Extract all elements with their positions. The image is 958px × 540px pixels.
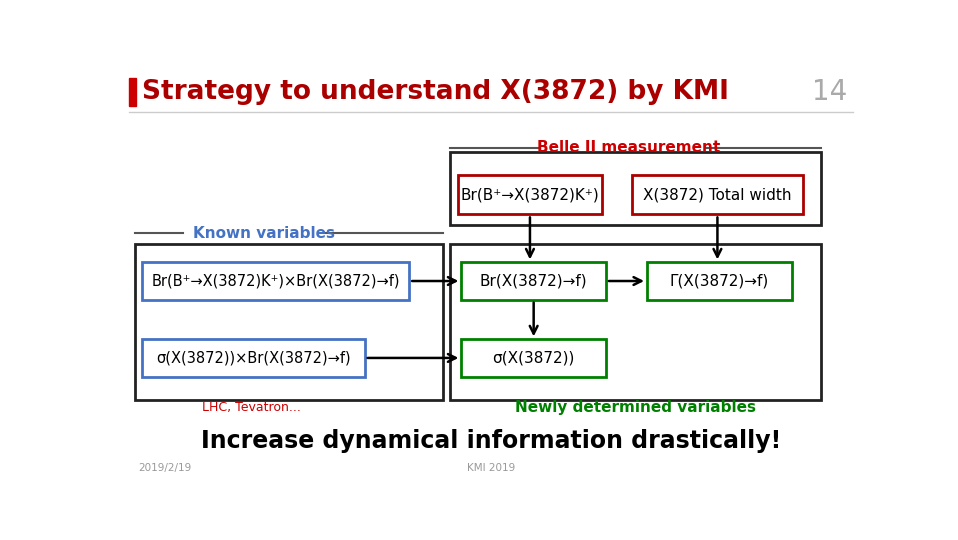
Text: X(3872) Total width: X(3872) Total width — [643, 187, 791, 202]
FancyBboxPatch shape — [462, 339, 606, 377]
Text: Γ(X(3872)→f): Γ(X(3872)→f) — [670, 274, 769, 288]
Text: KMI 2019: KMI 2019 — [467, 463, 515, 473]
Text: Br(B⁺→X(3872)K⁺)×Br(X(3872)→f): Br(B⁺→X(3872)K⁺)×Br(X(3872)→f) — [151, 274, 399, 288]
Text: Br(X(3872)→f): Br(X(3872)→f) — [480, 274, 587, 288]
Text: 14: 14 — [812, 78, 847, 106]
FancyBboxPatch shape — [632, 175, 803, 214]
FancyBboxPatch shape — [142, 339, 365, 377]
Text: Strategy to understand X(3872) by KMI: Strategy to understand X(3872) by KMI — [142, 79, 729, 105]
Text: Newly determined variables: Newly determined variables — [515, 400, 756, 415]
Text: Br(B⁺→X(3872)K⁺): Br(B⁺→X(3872)K⁺) — [461, 187, 600, 202]
FancyBboxPatch shape — [458, 175, 603, 214]
Text: σ(X(3872)): σ(X(3872)) — [492, 350, 575, 366]
Text: 2019/2/19: 2019/2/19 — [138, 463, 192, 473]
Text: Increase dynamical information drastically!: Increase dynamical information drastical… — [201, 429, 781, 453]
Bar — [128, 78, 136, 106]
FancyBboxPatch shape — [647, 262, 791, 300]
FancyBboxPatch shape — [462, 262, 606, 300]
Text: Known variables: Known variables — [193, 226, 335, 241]
Text: σ(X(3872))×Br(X(3872)→f): σ(X(3872))×Br(X(3872)→f) — [156, 350, 351, 366]
Text: Belle II measurement: Belle II measurement — [536, 140, 720, 156]
Text: LHC, Tevatron...: LHC, Tevatron... — [202, 401, 301, 414]
FancyBboxPatch shape — [142, 262, 409, 300]
